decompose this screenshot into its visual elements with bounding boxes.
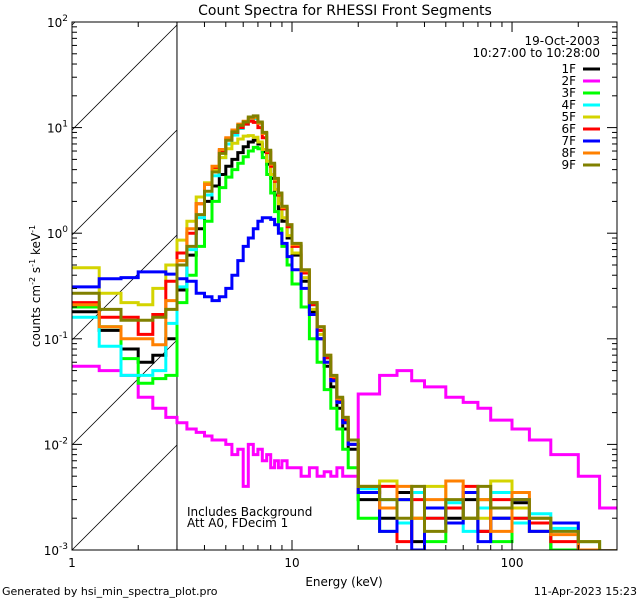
footer-generated-by: Generated by hsi_min_spectra_plot.pro	[2, 585, 218, 598]
legend-item-6F: 6F	[561, 122, 600, 136]
x-tick-label: 10	[284, 556, 299, 570]
y-tick-label: 10-1	[44, 331, 68, 347]
hatch-line	[71, 24, 178, 131]
legend-time-range: 10:27:00 to 10:28:00	[473, 46, 600, 60]
legend-item-2F: 2F	[561, 74, 600, 88]
series-line-6F	[72, 119, 617, 550]
series-line-3F	[72, 145, 617, 550]
legend-item-8F: 8F	[561, 146, 600, 160]
legend-label: 5F	[561, 110, 576, 124]
hatch-line	[71, 129, 178, 236]
annotation-background: Includes Background	[187, 505, 312, 519]
y-tick-label: 102	[47, 14, 68, 30]
legend-item-7F: 7F	[561, 134, 600, 148]
legend-item-1F: 1F	[561, 62, 600, 76]
legend-item-5F: 5F	[561, 110, 600, 124]
y-tick-label: 10-3	[44, 542, 68, 558]
x-axis-label: Energy (keV)	[305, 575, 382, 589]
x-tick-label: 100	[501, 556, 524, 570]
legend-item-9F: 9F	[561, 158, 600, 172]
y-tick-label: 100	[47, 225, 68, 241]
series-group	[72, 114, 617, 550]
axis-ticks: 1 10 100 10-3 10-2 10-1 100 101 102	[44, 14, 618, 570]
plot-frame	[71, 21, 618, 551]
legend-label: 8F	[561, 146, 576, 160]
y-axis-label: counts cm-2 s-1 keV-1	[28, 225, 43, 347]
legend-item-3F: 3F	[561, 86, 600, 100]
hatch-line	[71, 234, 178, 341]
hatch-line	[71, 444, 178, 551]
legend-date: 19-Oct-2003	[524, 34, 600, 48]
legend-label: 1F	[561, 62, 576, 76]
legend-item-4F: 4F	[561, 98, 600, 112]
legend-label: 7F	[561, 134, 576, 148]
legend-label: 2F	[561, 74, 576, 88]
x-tick-label: 1	[68, 556, 76, 570]
series-line-2F	[72, 364, 617, 510]
annotation-attenuator: Att A0, FDecim 1	[187, 516, 288, 530]
legend-label: 6F	[561, 122, 576, 136]
hatch-line	[71, 339, 178, 446]
footer-timestamp: 11-Apr-2023 15:23	[534, 585, 637, 598]
legend-label: 9F	[561, 158, 576, 172]
series-line-9F	[72, 114, 617, 550]
y-tick-label: 101	[47, 120, 68, 136]
chart-title: Count Spectra for RHESSI Front Segments	[198, 3, 492, 19]
y-tick-label: 10-2	[44, 436, 68, 452]
legend-label: 4F	[561, 98, 576, 112]
legend-label: 3F	[561, 86, 576, 100]
